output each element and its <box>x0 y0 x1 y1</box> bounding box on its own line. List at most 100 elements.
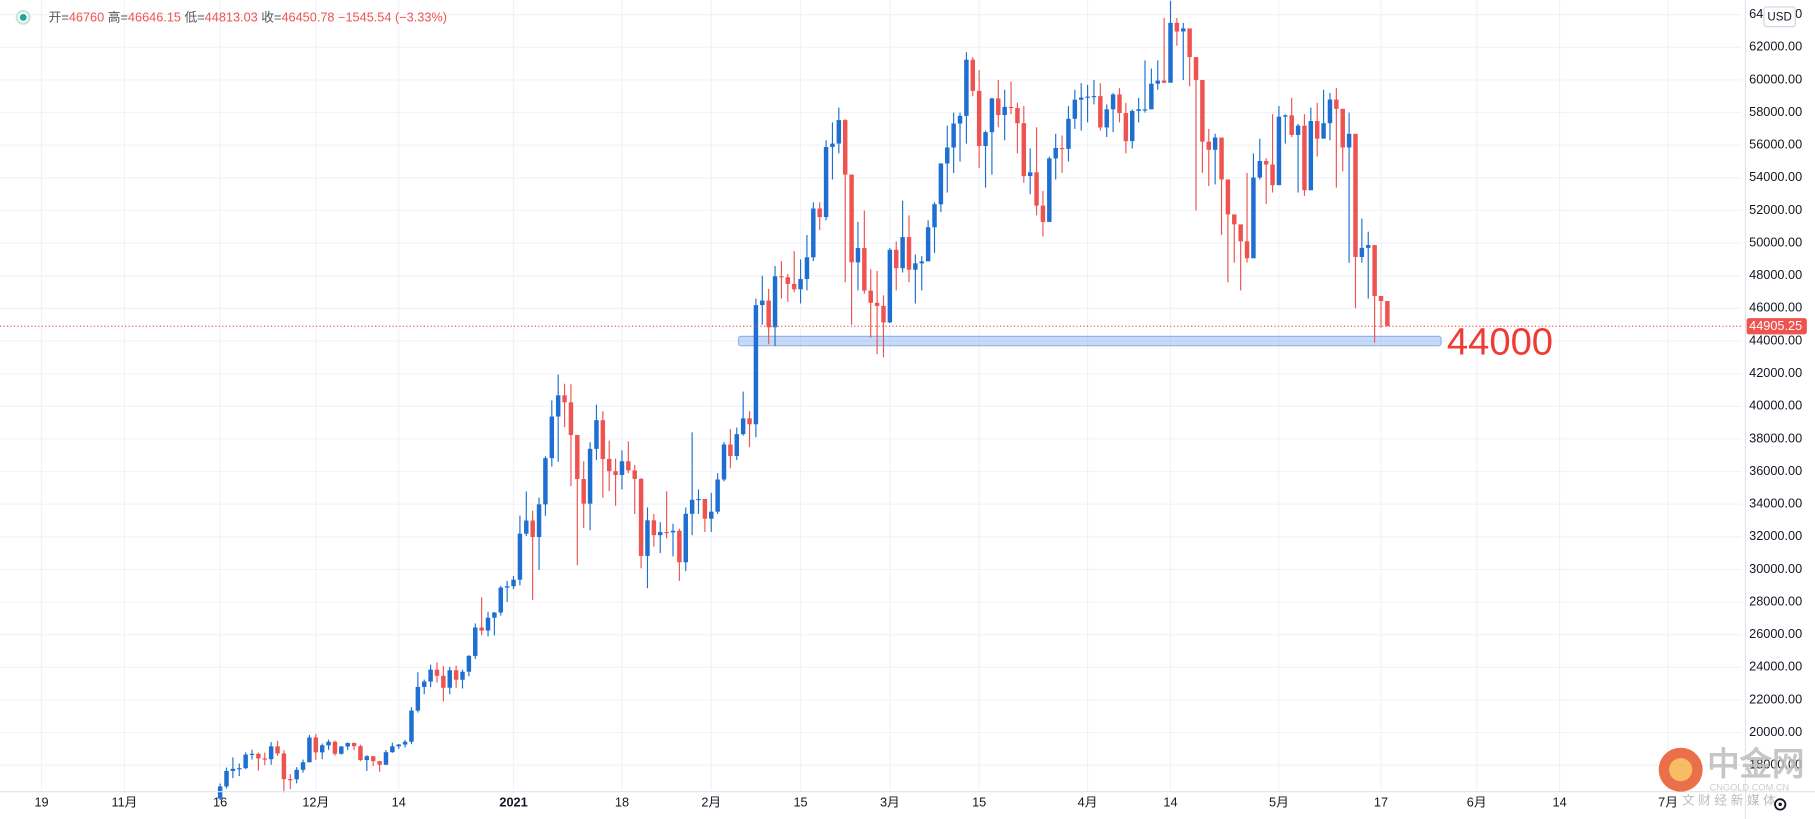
x-tick-label: 3月 <box>880 795 900 810</box>
candle-body <box>600 420 606 459</box>
candle-body <box>683 513 688 563</box>
y-tick-label: 62000.00 <box>1749 39 1802 54</box>
candle-body <box>1161 80 1167 83</box>
y-tick-label: 54000.00 <box>1749 169 1802 184</box>
y-tick-label: 44000.00 <box>1749 332 1802 347</box>
candle-body <box>524 520 529 534</box>
candle-body <box>1283 115 1288 117</box>
candle-body <box>428 669 433 682</box>
candle-body <box>562 395 567 403</box>
x-tick-label: 18 <box>615 795 629 810</box>
candle-body <box>249 753 255 755</box>
y-tick-label: 26000.00 <box>1749 626 1802 641</box>
candle-body <box>485 617 491 631</box>
candle-body <box>817 208 822 218</box>
candle-body <box>1378 295 1384 302</box>
candle-body <box>804 257 810 280</box>
close-value: 46450.78 <box>281 10 334 25</box>
candle-body <box>492 612 497 618</box>
candle-body <box>237 768 242 770</box>
candle-body <box>677 530 682 563</box>
candle-body <box>1187 28 1192 58</box>
candle-body <box>868 290 873 303</box>
candle-body <box>1059 147 1065 150</box>
candle-body <box>1321 123 1326 139</box>
candle-body <box>1359 247 1365 257</box>
candle-body <box>1308 121 1314 191</box>
candle-body <box>453 670 459 680</box>
candle-body <box>1334 99 1339 109</box>
candle-body <box>536 504 542 537</box>
candle-body <box>1117 94 1122 114</box>
y-tick-label: 34000.00 <box>1749 496 1802 511</box>
candle-body <box>881 305 886 323</box>
candle-body <box>842 120 848 175</box>
candle-body <box>262 758 268 760</box>
candle-body <box>1353 133 1358 257</box>
candle-body <box>1072 99 1078 119</box>
candle-body <box>479 627 484 631</box>
x-tick-label: 5月 <box>1269 795 1289 810</box>
candle-body <box>874 302 880 306</box>
candle-body <box>658 532 663 536</box>
candle-body <box>785 277 791 284</box>
candle-body <box>275 746 280 754</box>
candle-body <box>670 530 676 533</box>
candle-body <box>1219 137 1224 180</box>
candle-body <box>256 753 261 759</box>
watermark-logo-inner <box>1669 758 1693 782</box>
open-value: 46760 <box>69 10 104 25</box>
candle-body <box>549 416 555 459</box>
change: −1545.54 <box>338 10 391 25</box>
candle-body <box>422 681 427 687</box>
candle-body <box>1200 79 1205 142</box>
y-tick-label: 56000.00 <box>1749 137 1802 152</box>
candle-body <box>632 470 637 479</box>
candle-body <box>913 263 918 270</box>
candle-body <box>409 710 414 742</box>
candle-body <box>1027 172 1033 177</box>
change-pct: (−3.33%) <box>395 10 447 25</box>
candle-body <box>823 147 829 218</box>
candle-body <box>983 132 988 147</box>
currency-badge[interactable] <box>1763 6 1796 28</box>
candle-body <box>377 761 382 765</box>
gear-ring <box>1774 798 1787 811</box>
settings-button[interactable] <box>1774 798 1787 811</box>
candle-body <box>696 498 701 501</box>
overlay: 44000 <box>0 321 1743 364</box>
high-label: 高= <box>108 10 128 25</box>
candle-body <box>606 458 612 472</box>
watermark: 中金网 CNGOLD.COM.CN 文 财 经 新 媒 体 <box>1658 745 1804 807</box>
y-tick-label: 52000.00 <box>1749 202 1802 217</box>
y-tick-label: 20000.00 <box>1749 724 1802 739</box>
candle-body <box>1015 108 1020 124</box>
candle-body <box>811 208 816 258</box>
low-label: 低= <box>185 10 205 25</box>
y-tick-label: 38000.00 <box>1749 430 1802 445</box>
candle-body <box>1225 179 1231 215</box>
candle-body <box>925 227 931 262</box>
candle-body <box>894 249 899 269</box>
candle-body <box>957 115 963 124</box>
x-tick-label: 15 <box>793 795 807 810</box>
gear-hub <box>1778 802 1782 807</box>
candle-body <box>587 448 593 504</box>
last-price-badge <box>1746 318 1807 335</box>
candle-body <box>434 669 440 676</box>
open-label: 开= <box>49 10 69 25</box>
candle-body <box>530 520 535 537</box>
candle-body <box>230 768 236 771</box>
candle-body <box>1123 113 1129 142</box>
candle-body <box>1257 161 1263 178</box>
y-tick-label: 30000.00 <box>1749 561 1802 576</box>
candle-body <box>989 98 995 133</box>
candle-body <box>906 237 912 270</box>
y-tick-label: 50000.00 <box>1749 234 1802 249</box>
candle-body <box>721 444 727 480</box>
candle-body <box>1263 161 1269 165</box>
candle-body <box>689 499 695 514</box>
candle-body <box>441 675 446 688</box>
